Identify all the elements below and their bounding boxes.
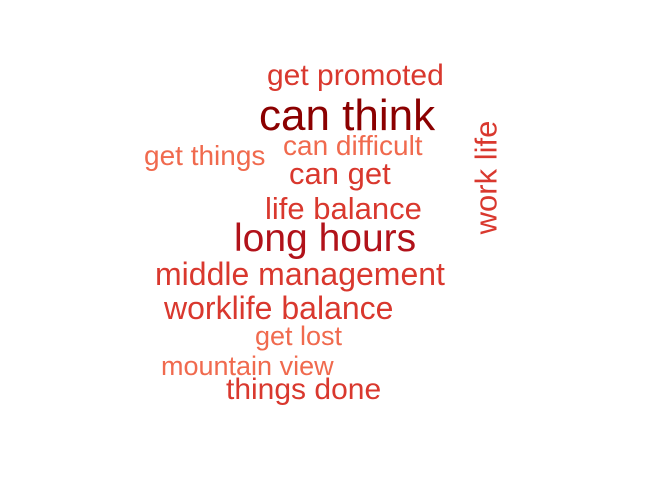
- word-long-hours: long hours: [234, 217, 417, 260]
- word-things-done: things done: [226, 373, 382, 406]
- word-worklife-balance: worklife balance: [164, 290, 394, 326]
- word-can-difficult: can difficult: [283, 130, 423, 161]
- word-get-promoted: get promoted: [267, 59, 444, 92]
- word-life-balance: life balance: [265, 191, 422, 226]
- word-can-think: can think: [259, 91, 436, 140]
- word-get-lost: get lost: [255, 321, 343, 351]
- word-work-life: work life: [468, 120, 504, 235]
- word-can-get: can get: [289, 156, 391, 191]
- word-mountain-view: mountain view: [161, 351, 334, 381]
- word-get-things: get things: [144, 140, 266, 171]
- word-middle-management: middle management: [155, 256, 445, 292]
